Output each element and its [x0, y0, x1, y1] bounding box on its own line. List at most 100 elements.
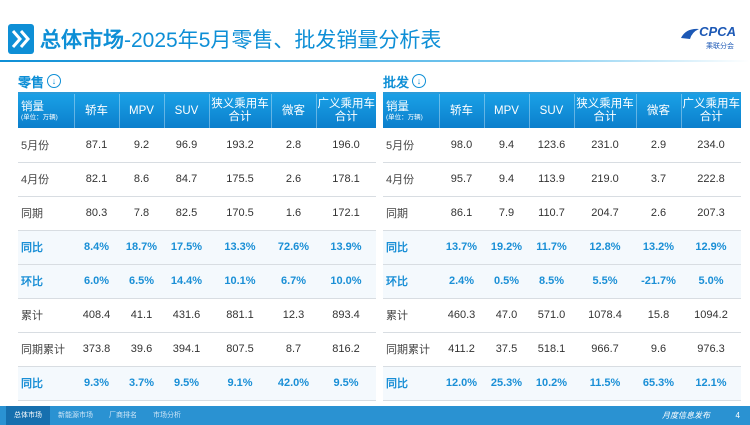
table-cell: 13.3%	[209, 230, 271, 265]
table-cell: 231.0	[574, 128, 636, 163]
table-cell: 175.5	[209, 162, 271, 197]
table-row: 同期累计 411.2 37.5 518.1 966.7 9.6 976.3	[383, 332, 741, 367]
car-logo-icon	[681, 28, 699, 39]
footer-tab[interactable]: 厂商排名	[109, 412, 137, 419]
column-header-sales: 销量 (单位：万辆)	[18, 94, 74, 128]
row-label: 同期累计	[383, 332, 439, 367]
table-cell: 110.7	[529, 196, 574, 231]
unit-label: (单位：万辆)	[21, 113, 58, 121]
table-cell: 222.8	[681, 162, 741, 197]
row-label: 4月份	[383, 162, 439, 197]
column-header: 微客	[635, 94, 681, 128]
table-cell: 17.5%	[164, 230, 209, 265]
table-cell: 9.6	[636, 332, 681, 367]
table-cell: 10.0%	[316, 264, 376, 299]
wholesale-header-row: 销量 (单位：万辆) 轿车 MPV SUV 狭义乘用车合计 微客 广义乘用车合计	[383, 94, 741, 128]
table-cell: 373.8	[74, 332, 119, 367]
table-cell: 0.5%	[484, 264, 529, 299]
table-cell: 96.9	[164, 128, 209, 163]
table-row: 同比 8.4% 18.7% 17.5% 13.3% 72.6% 13.9%	[18, 230, 376, 265]
table-cell: 86.1	[439, 196, 484, 231]
footer-tab[interactable]: 新能源市场	[58, 412, 93, 419]
row-label: 同比	[383, 366, 439, 401]
table-row: 同期 80.3 7.8 82.5 170.5 1.6 172.1	[18, 196, 376, 231]
title-bar: 总体市场-2025年5月零售、批发销量分析表 CPCA 乘联分会	[8, 22, 742, 56]
table-cell: 172.1	[316, 196, 376, 231]
table-cell: 408.4	[74, 298, 119, 333]
table-cell: 98.0	[439, 128, 484, 163]
footer-tab[interactable]: 总体市场	[6, 406, 50, 425]
table-cell: 2.6	[271, 162, 316, 197]
table-cell: 518.1	[529, 332, 574, 367]
table-cell: 84.7	[164, 162, 209, 197]
table-cell: 12.3	[271, 298, 316, 333]
table-cell: 2.8	[271, 128, 316, 163]
table-cell: 65.3%	[636, 366, 681, 401]
retail-panel: 零售 ↓ 销量 (单位：万辆) 轿车 MPV SUV 狭义乘用车合计 微客 广义乘用车合计 5月…	[18, 70, 376, 401]
table-cell: 6.5%	[119, 264, 164, 299]
table-cell: 11.5%	[574, 366, 636, 401]
table-cell: 196.0	[316, 128, 376, 163]
table-cell: 1094.2	[681, 298, 741, 333]
table-row: 同比 12.0% 25.3% 10.2% 11.5% 65.3% 12.1%	[383, 366, 741, 401]
table-cell: 2.6	[636, 196, 681, 231]
table-cell: 80.3	[74, 196, 119, 231]
table-row: 环比 6.0% 6.5% 14.4% 10.1% 6.7% 10.0%	[18, 264, 376, 299]
table-row: 累计 408.4 41.1 431.6 881.1 12.3 893.4	[18, 298, 376, 333]
table-cell: 87.1	[74, 128, 119, 163]
row-label: 同期	[383, 196, 439, 231]
retail-header-row: 销量 (单位：万辆) 轿车 MPV SUV 狭义乘用车合计 微客 广义乘用车合计	[18, 94, 376, 128]
row-label: 5月份	[383, 128, 439, 163]
table-cell: 113.9	[529, 162, 574, 197]
table-cell: 42.0%	[271, 366, 316, 401]
table-cell: 123.6	[529, 128, 574, 163]
table-cell: 72.6%	[271, 230, 316, 265]
table-cell: 9.5%	[164, 366, 209, 401]
table-cell: 1078.4	[574, 298, 636, 333]
column-header: 狭义乘用车合计	[208, 94, 271, 128]
retail-table: 销量 (单位：万辆) 轿车 MPV SUV 狭义乘用车合计 微客 广义乘用车合计 5月份 87.…	[18, 94, 376, 401]
table-cell: 207.3	[681, 196, 741, 231]
footer-tab[interactable]: 市场分析	[153, 412, 181, 419]
table-cell: 6.7%	[271, 264, 316, 299]
column-header: SUV	[163, 94, 209, 128]
table-cell: 6.0%	[74, 264, 119, 299]
table-cell: 219.0	[574, 162, 636, 197]
table-cell: 12.1%	[681, 366, 741, 401]
page-title: 总体市场-2025年5月零售、批发销量分析表	[40, 29, 442, 52]
column-header: MPV	[118, 94, 164, 128]
table-cell: 966.7	[574, 332, 636, 367]
column-header: 轿车	[73, 94, 119, 128]
table-cell: 12.9%	[681, 230, 741, 265]
table-row: 5月份 98.0 9.4 123.6 231.0 2.9 234.0	[383, 128, 741, 163]
table-cell: 10.1%	[209, 264, 271, 299]
column-header: 轿车	[438, 94, 484, 128]
arrow-down-icon: ↓	[47, 74, 62, 88]
table-cell: 10.2%	[529, 366, 574, 401]
page-number: 4	[735, 411, 740, 420]
table-cell: 25.3%	[484, 366, 529, 401]
table-cell: 976.3	[681, 332, 741, 367]
table-cell: 893.4	[316, 298, 376, 333]
wholesale-table: 销量 (单位：万辆) 轿车 MPV SUV 狭义乘用车合计 微客 广义乘用车合计 5月份 98.…	[383, 94, 741, 401]
table-cell: 1.6	[271, 196, 316, 231]
title-divider	[0, 60, 750, 62]
arrow-down-icon: ↓	[412, 74, 427, 88]
table-cell: 460.3	[439, 298, 484, 333]
table-cell: 807.5	[209, 332, 271, 367]
table-cell: 8.4%	[74, 230, 119, 265]
table-cell: 5.5%	[574, 264, 636, 299]
table-cell: 193.2	[209, 128, 271, 163]
retail-section-title: 零售 ↓	[18, 70, 376, 92]
footer-bar: 总体市场 新能源市场 厂商排名 市场分析 月度信息发布 4	[0, 406, 750, 425]
table-cell: 178.1	[316, 162, 376, 197]
table-cell: 394.1	[164, 332, 209, 367]
table-cell: 82.5	[164, 196, 209, 231]
table-cell: 8.6	[119, 162, 164, 197]
table-cell: 95.7	[439, 162, 484, 197]
table-cell: 7.8	[119, 196, 164, 231]
table-cell: 37.5	[484, 332, 529, 367]
retail-divider	[18, 92, 376, 94]
table-row: 同比 9.3% 3.7% 9.5% 9.1% 42.0% 9.5%	[18, 366, 376, 401]
cpca-logo: CPCA 乘联分会	[680, 24, 736, 54]
